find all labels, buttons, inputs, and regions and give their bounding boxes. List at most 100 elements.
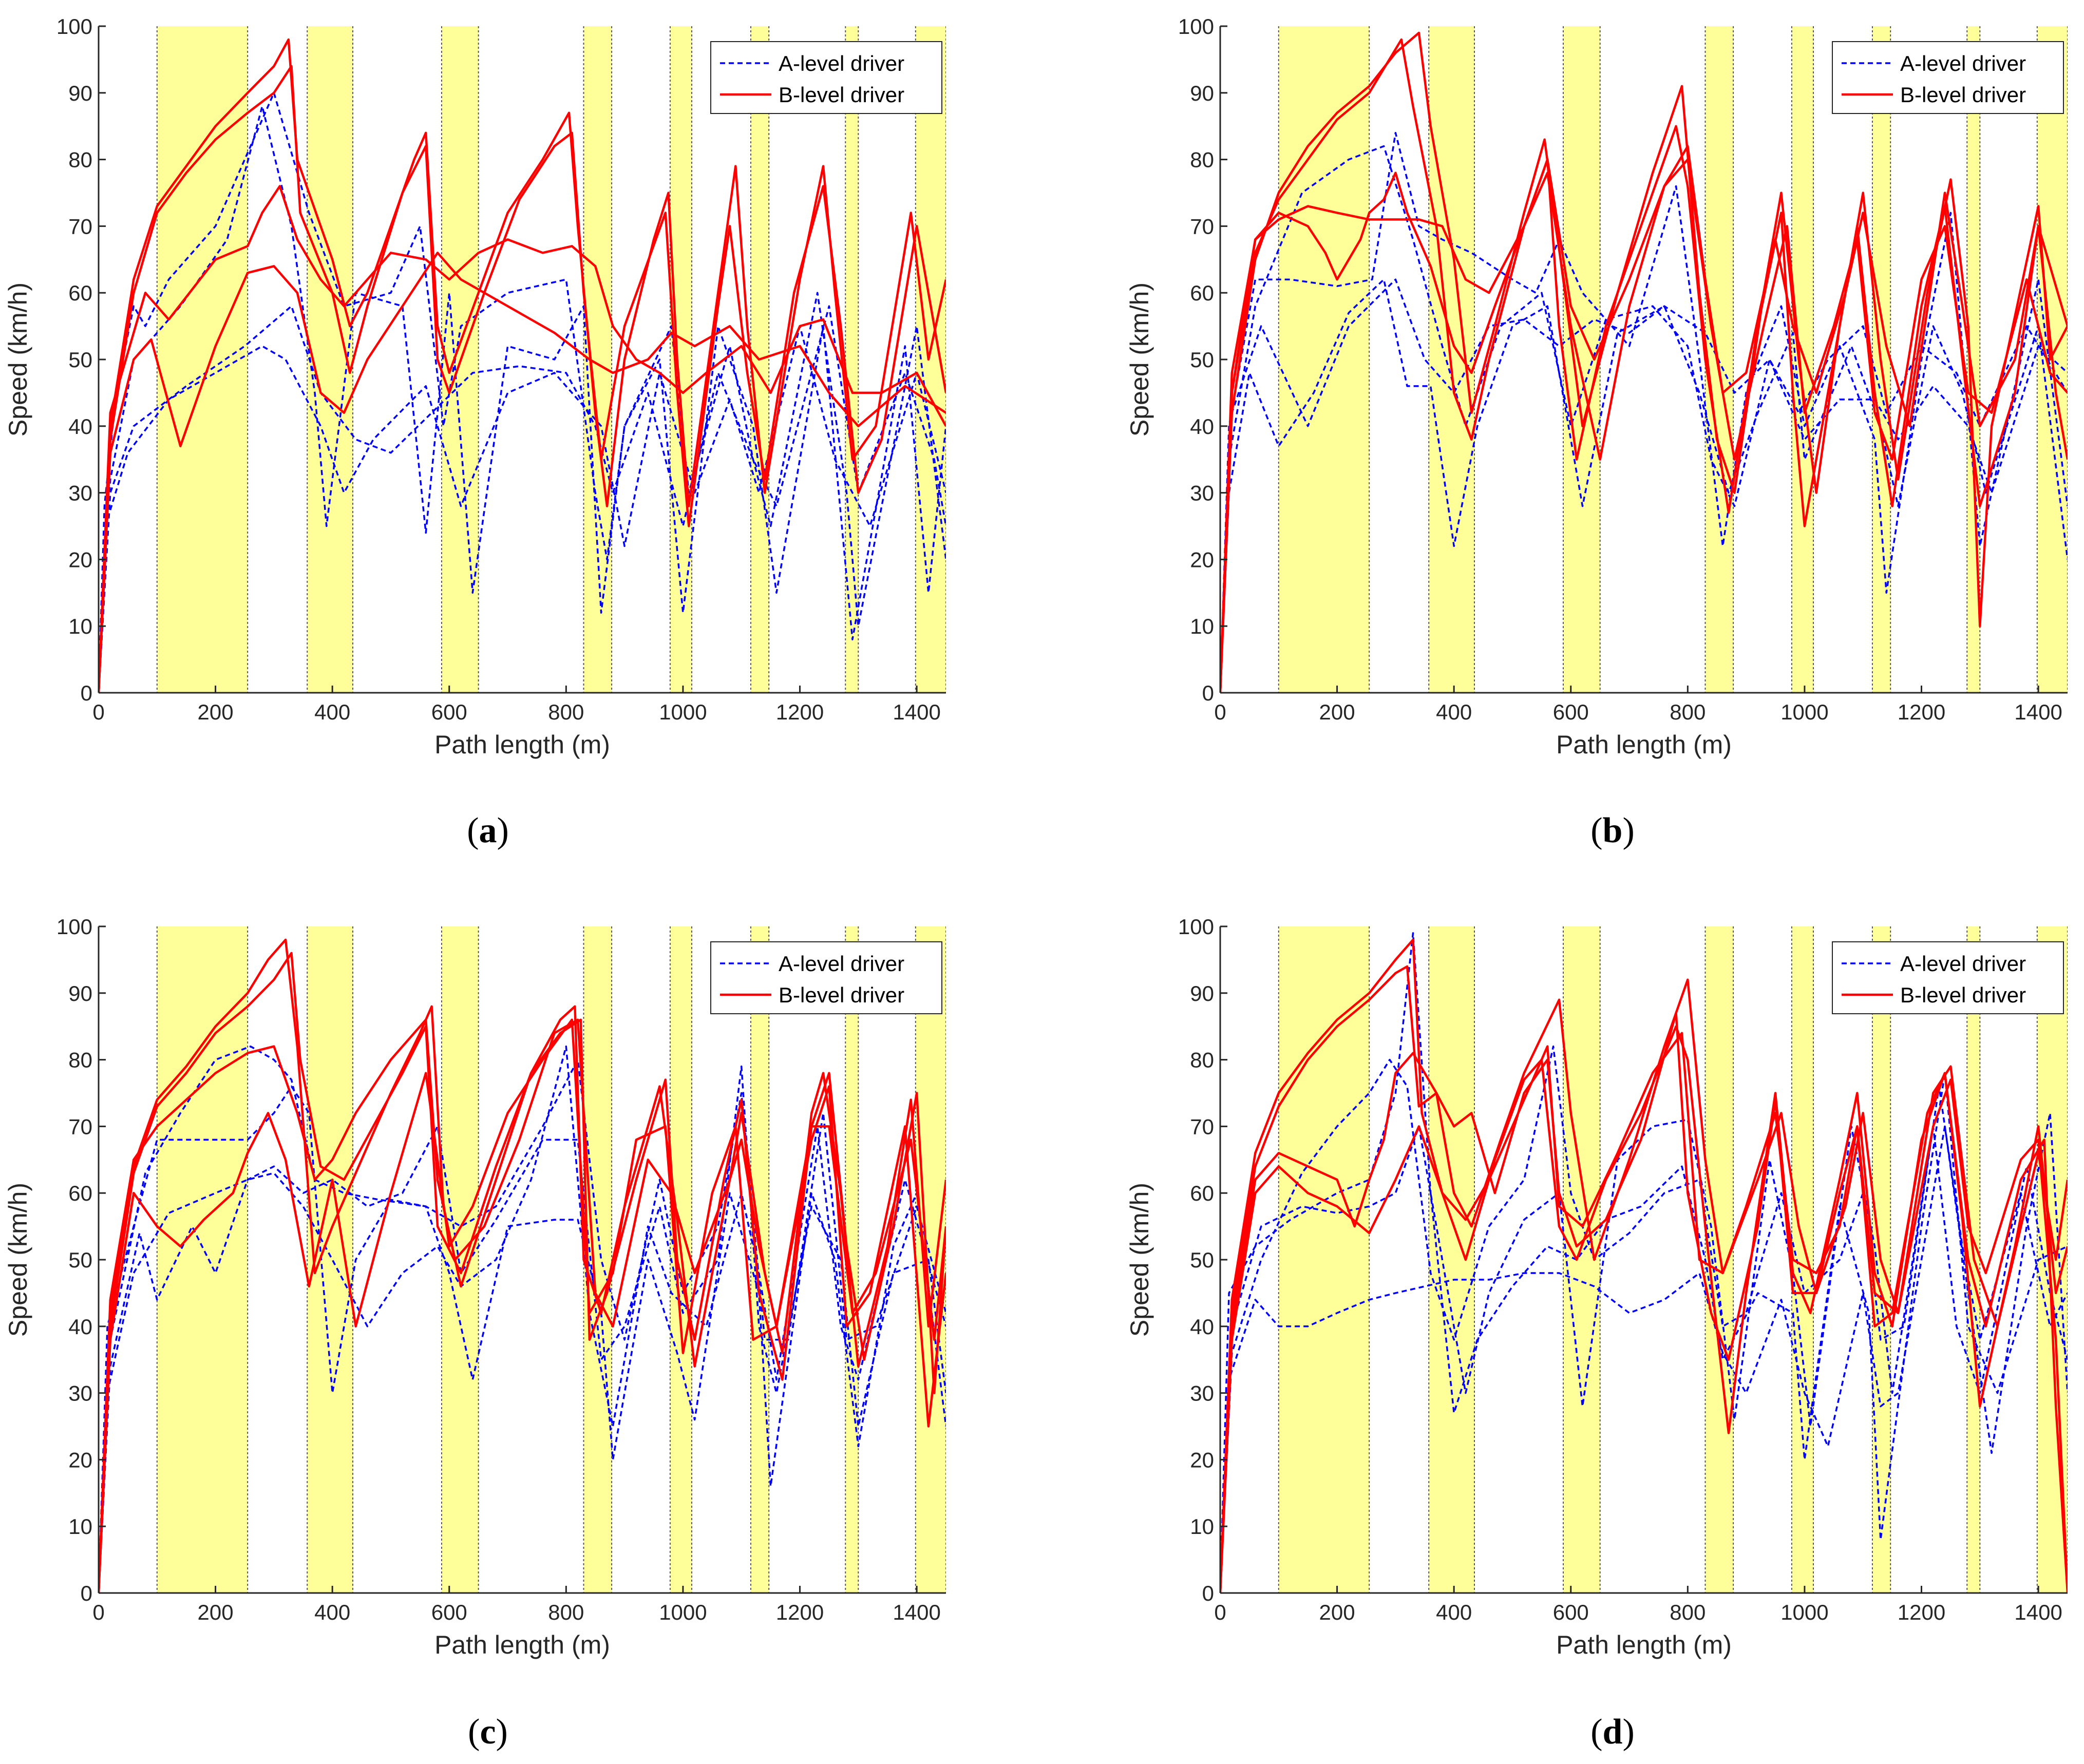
series-lines [1220, 932, 2068, 1593]
x-tick-label: 800 [548, 700, 584, 724]
x-axis-label: Path length (m) [1556, 730, 1732, 759]
x-tick-label: 1200 [1898, 1600, 1945, 1624]
panel-caption: (c) [468, 1712, 508, 1752]
y-tick-label: 90 [1190, 81, 1214, 105]
x-tick-label: 600 [431, 700, 467, 724]
x-tick-label: 600 [431, 1600, 467, 1624]
series-line-a-level [1220, 278, 2068, 693]
y-tick-label: 100 [56, 14, 92, 39]
y-tick-label: 10 [68, 614, 92, 638]
series-line-a-level [99, 92, 946, 693]
x-tick-label: 1200 [776, 1600, 824, 1624]
series-line-b-level [99, 65, 946, 693]
x-axis-label: Path length (m) [434, 730, 610, 759]
series-line-b-level [99, 1018, 946, 1593]
x-tick-label: 1200 [1898, 700, 1945, 724]
legend-label-a-level: A-level driver [1900, 51, 2026, 75]
legend-box [710, 941, 942, 1014]
series-line-b-level [1220, 978, 2068, 1593]
x-tick-label: 800 [548, 1600, 584, 1624]
caption-letter: d [1603, 1712, 1623, 1752]
y-tick-label: 10 [68, 1514, 92, 1539]
y-tick-label: 50 [68, 1248, 92, 1272]
caption-letter: a [479, 811, 497, 850]
chart-panel-a: 0 200 400 600 800 1000 1200 1400 0 10 20 30 40 50 60 70… [4, 14, 946, 850]
panel-caption: (b) [1590, 811, 1635, 850]
series-line-a-level [1220, 145, 2068, 693]
y-tick-label: 100 [1178, 915, 1214, 939]
series-line-b-level [99, 938, 946, 1593]
x-tick-label: 1400 [893, 700, 940, 724]
series-line-a-level [1220, 278, 2068, 693]
legend: A-level driver B-level driver [710, 941, 942, 1014]
y-tick-label: 40 [1190, 414, 1214, 439]
caption-close-paren: ) [496, 1712, 508, 1752]
legend-label-b-level: B-level driver [779, 983, 904, 1007]
x-axis-label: Path length (m) [434, 1630, 610, 1659]
y-tick-label: 40 [68, 1315, 92, 1339]
shaded-zone [1278, 926, 1370, 1593]
x-tick-label: 1400 [2014, 700, 2062, 724]
y-axis-label: Speed (km/h) [1125, 282, 1154, 437]
legend-label-b-level: B-level driver [1900, 83, 2026, 107]
y-tick-label: 90 [68, 81, 92, 105]
x-tick-label: 800 [1670, 1600, 1706, 1624]
y-tick-label: 80 [1190, 148, 1214, 172]
x-tick-label: 200 [198, 700, 234, 724]
panel-caption: (a) [467, 811, 509, 850]
y-tick-label: 20 [1190, 1448, 1214, 1472]
caption-close-paren: ) [1622, 811, 1634, 850]
x-tick-label: 600 [1553, 1600, 1589, 1624]
shaded-zones [156, 926, 946, 1593]
y-tick-label: 30 [1190, 1381, 1214, 1406]
y-tick-label: 70 [1190, 1114, 1214, 1139]
y-tick-label: 0 [1202, 681, 1214, 705]
series-line-b-level [99, 952, 946, 1593]
shaded-zone [750, 926, 769, 1593]
y-tick-label: 60 [1190, 281, 1214, 305]
y-tick-label: 30 [1190, 481, 1214, 505]
series-line-a-level [1220, 131, 2068, 693]
y-tick-label: 0 [1202, 1581, 1214, 1605]
y-axis-label: Speed (km/h) [1125, 1183, 1154, 1337]
y-tick-label: 50 [68, 348, 92, 372]
shaded-zone [441, 926, 479, 1593]
y-tick-label: 0 [81, 681, 92, 705]
shaded-zones [1278, 26, 2068, 693]
x-tick-label: 0 [1214, 1600, 1226, 1624]
series-line-b-level [99, 1018, 946, 1593]
y-tick-label: 50 [1190, 1248, 1214, 1272]
y-tick-label: 30 [68, 481, 92, 505]
x-tick-label: 600 [1553, 700, 1589, 724]
shaded-zone [1791, 926, 1813, 1593]
legend-label-b-level: B-level driver [1900, 983, 2026, 1007]
caption-close-paren: ) [1622, 1712, 1634, 1752]
y-tick-label: 50 [1190, 348, 1214, 372]
panel-caption: (d) [1590, 1712, 1635, 1752]
chart-panel-b: 0 200 400 600 800 1000 1200 1400 0 10 20 30 40 50 60 70… [1125, 14, 2068, 850]
x-tick-label: 200 [1319, 700, 1355, 724]
series-line-a-level [1220, 932, 2068, 1593]
caption-close-paren: ) [497, 811, 509, 850]
y-tick-label: 70 [68, 1114, 92, 1139]
y-tick-label: 60 [68, 281, 92, 305]
series-line-b-level [1220, 1032, 2068, 1593]
y-tick-label: 90 [68, 981, 92, 1006]
legend-box [1832, 941, 2064, 1014]
x-tick-label: 1000 [659, 700, 707, 724]
x-tick-label: 1400 [893, 1600, 940, 1624]
y-tick-label: 30 [68, 1381, 92, 1406]
x-tick-label: 1000 [659, 1600, 707, 1624]
y-tick-label: 20 [1190, 547, 1214, 572]
shaded-zone [157, 926, 248, 1593]
y-tick-label: 10 [1190, 614, 1214, 638]
legend-label-b-level: B-level driver [779, 83, 904, 107]
series-lines [1220, 31, 2068, 693]
y-tick-label: 80 [68, 1048, 92, 1072]
x-tick-label: 200 [1319, 1600, 1355, 1624]
x-tick-label: 1400 [2014, 1600, 2062, 1624]
legend-label-a-level: A-level driver [1900, 952, 2026, 976]
shaded-zone [845, 26, 859, 693]
shaded-zone [1705, 26, 1734, 693]
